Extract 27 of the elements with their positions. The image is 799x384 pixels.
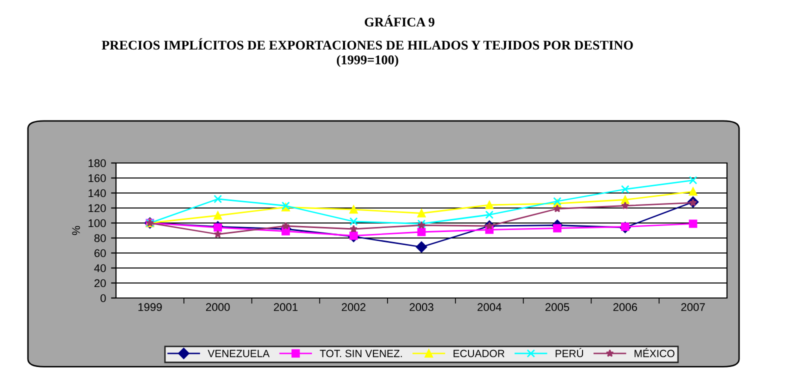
x-tick-label: 2006 (613, 303, 638, 312)
x-tick-label: 2002 (342, 303, 366, 312)
chart-title: GRÁFICA 9 (364, 15, 434, 27)
y-tick-label: 40 (94, 264, 106, 272)
y-tick-label: 180 (88, 159, 106, 168)
legend-label: ECUADOR (454, 350, 504, 358)
x-tick-label: 1999 (138, 303, 162, 312)
legend-label: MÉXICO (634, 348, 674, 358)
x-tick-label: 2003 (410, 303, 434, 312)
y-tick-label: 120 (88, 204, 106, 212)
x-tick-label: 2005 (545, 303, 570, 312)
x-tick-label: 2000 (206, 303, 230, 312)
y-tick-label: 0 (100, 294, 106, 302)
y-tick-label: 100 (88, 219, 106, 228)
y-tick-label: 140 (88, 189, 106, 198)
legend-label: VENEZUELA (208, 350, 270, 358)
x-tick-label: 2007 (681, 303, 705, 312)
y-tick-label: 60 (94, 249, 106, 258)
legend-label: PERÚ (556, 348, 584, 358)
chart-subtitle: PRECIOS IMPLÍCITOS DE EXPORTACIONES DE HILADOS Y TEJIDOS POR DESTINO (1999=100) (102, 38, 633, 67)
y-axis-title: % (72, 226, 80, 236)
legend-label: TOT. SIN VENEZ. (320, 350, 402, 358)
x-tick-label: 2001 (274, 303, 298, 312)
x-tick-label: 2004 (478, 303, 502, 312)
y-tick-label: 20 (94, 279, 106, 288)
y-tick-label: 160 (88, 174, 106, 182)
y-tick-label: 80 (94, 234, 106, 242)
